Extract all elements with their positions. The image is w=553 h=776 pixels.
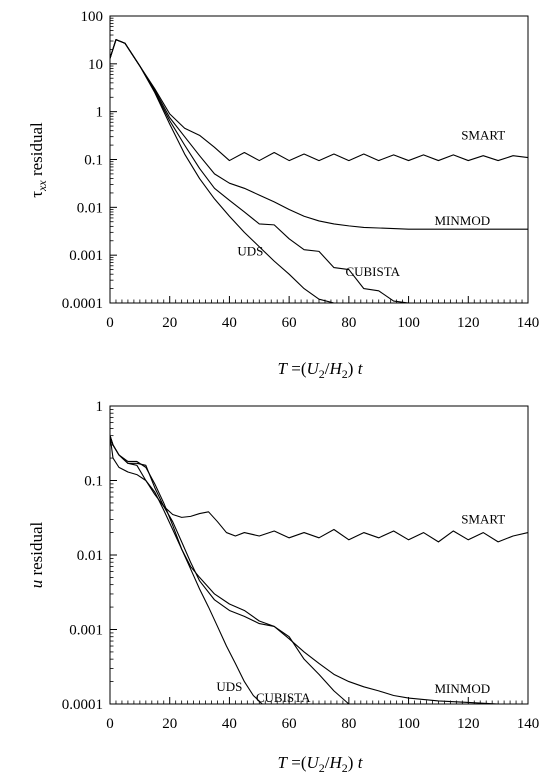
x-tick-label: 80 [341,716,356,732]
chart-bottom: 0 20 40 60 80 100 120 140 0.0001 0.001 0.01 0.1 1 SM… [27,399,539,775]
x-axis-title-close: ) [348,359,358,378]
series-label-cubista: CUBISTA [256,690,311,705]
y-tick-label: 0.0001 [62,296,103,312]
series-label-minmod: MINMOD [435,213,491,228]
series-uds-line [109,39,335,304]
x-axis-title-close: ) [348,753,358,772]
x-axis-title-U: U [307,359,321,378]
series-smart-line [109,39,529,162]
x-axis-title-T: T [278,359,289,378]
y-tick-label: 10 [88,57,103,73]
y-tick-label: 0.001 [69,248,103,264]
y-axis-title-text: residual [27,122,46,180]
y-axis-title: u residual [27,521,46,588]
x-tick-label: 20 [162,315,177,331]
x-tick-label: 60 [282,315,297,331]
x-axis-title-eq: =( [287,753,307,772]
y-tick-label: 1 [96,105,104,121]
x-tick-label: 120 [457,315,480,331]
y-tick-label: 0.0001 [62,697,103,713]
x-axis-title-slash: / [325,753,330,772]
x-axis-title-sub2: 2 [342,367,348,381]
y-tick-label: 0.01 [77,548,103,564]
y-tick-label: 100 [81,9,104,25]
series-label-uds: UDS [237,243,263,258]
x-tick-label: 120 [457,716,480,732]
y-axis-title-variable: u [27,580,46,589]
x-axis-title-T: T [278,753,289,772]
x-tick-label: 40 [222,716,237,732]
series-minmod-line [109,39,528,230]
x-tick-label: 20 [162,716,177,732]
x-tick-label: 140 [517,716,540,732]
series-uds-line [109,435,263,705]
series-lines [109,39,529,304]
series-label-uds: UDS [216,679,242,694]
x-tick-label: 100 [397,716,420,732]
y-tick-label: 1 [96,399,104,415]
x-axis-title-eq: =( [287,359,307,378]
plot-frame [109,405,529,705]
y-tick-label: 0.001 [69,623,103,639]
x-axis-title-sub1: 2 [319,367,325,381]
x-axis-title-H: H [329,753,344,772]
series-smart-line [109,435,529,543]
x-axis-title-t: t [358,359,364,378]
axis-tick-labels: 0 20 40 60 80 100 120 140 0.0001 0.001 0.01 0.1 1 10 1… [62,9,540,331]
series-label-cubista: CUBISTA [345,264,400,279]
x-tick-label: 0 [106,315,114,331]
y-axis-title-subscript: xx [35,180,49,192]
series-label-smart: SMART [461,127,505,142]
axis-tick-labels: 0 20 40 60 80 100 120 140 0.0001 0.001 0.01 0.1 1 [62,399,540,732]
x-tick-label: 80 [341,315,356,331]
x-tick-label: 140 [517,315,540,331]
series-label-minmod: MINMOD [435,681,491,696]
series-cubista-line [109,435,350,705]
x-tick-label: 100 [397,315,420,331]
axis-ticks [109,405,529,705]
y-axis-title-text: residual [27,521,46,579]
y-tick-label: 0.1 [84,153,103,169]
x-tick-label: 40 [222,315,237,331]
y-axis-title-greek: τ [27,191,46,198]
x-tick-label: 60 [282,716,297,732]
y-axis-title: τxx residual [27,122,49,198]
x-axis-title-t: t [358,753,364,772]
x-tick-label: 0 [106,716,114,732]
x-axis-title: T =(U2/H2) t [278,753,364,775]
x-axis-title: T =(U2/H2) t [278,359,364,381]
x-axis-title-U: U [307,753,321,772]
x-axis-title-sub2: 2 [342,761,348,775]
x-axis-title-sub1: 2 [319,761,325,775]
x-axis-title-H: H [329,359,344,378]
series-lines [109,435,529,705]
series-labels: SMART MINMOD CUBISTA UDS [237,127,505,278]
y-tick-label: 0.1 [84,474,103,490]
series-minmod-line [109,435,528,705]
series-label-smart: SMART [461,511,505,526]
x-axis-title-slash: / [325,359,330,378]
series-labels: SMART MINMOD CUBISTA UDS [216,511,505,705]
chart-top: 0 20 40 60 80 100 120 140 0.0001 0.001 0.01 0.1 1 10 1… [27,9,539,381]
y-tick-label: 0.01 [77,200,103,216]
